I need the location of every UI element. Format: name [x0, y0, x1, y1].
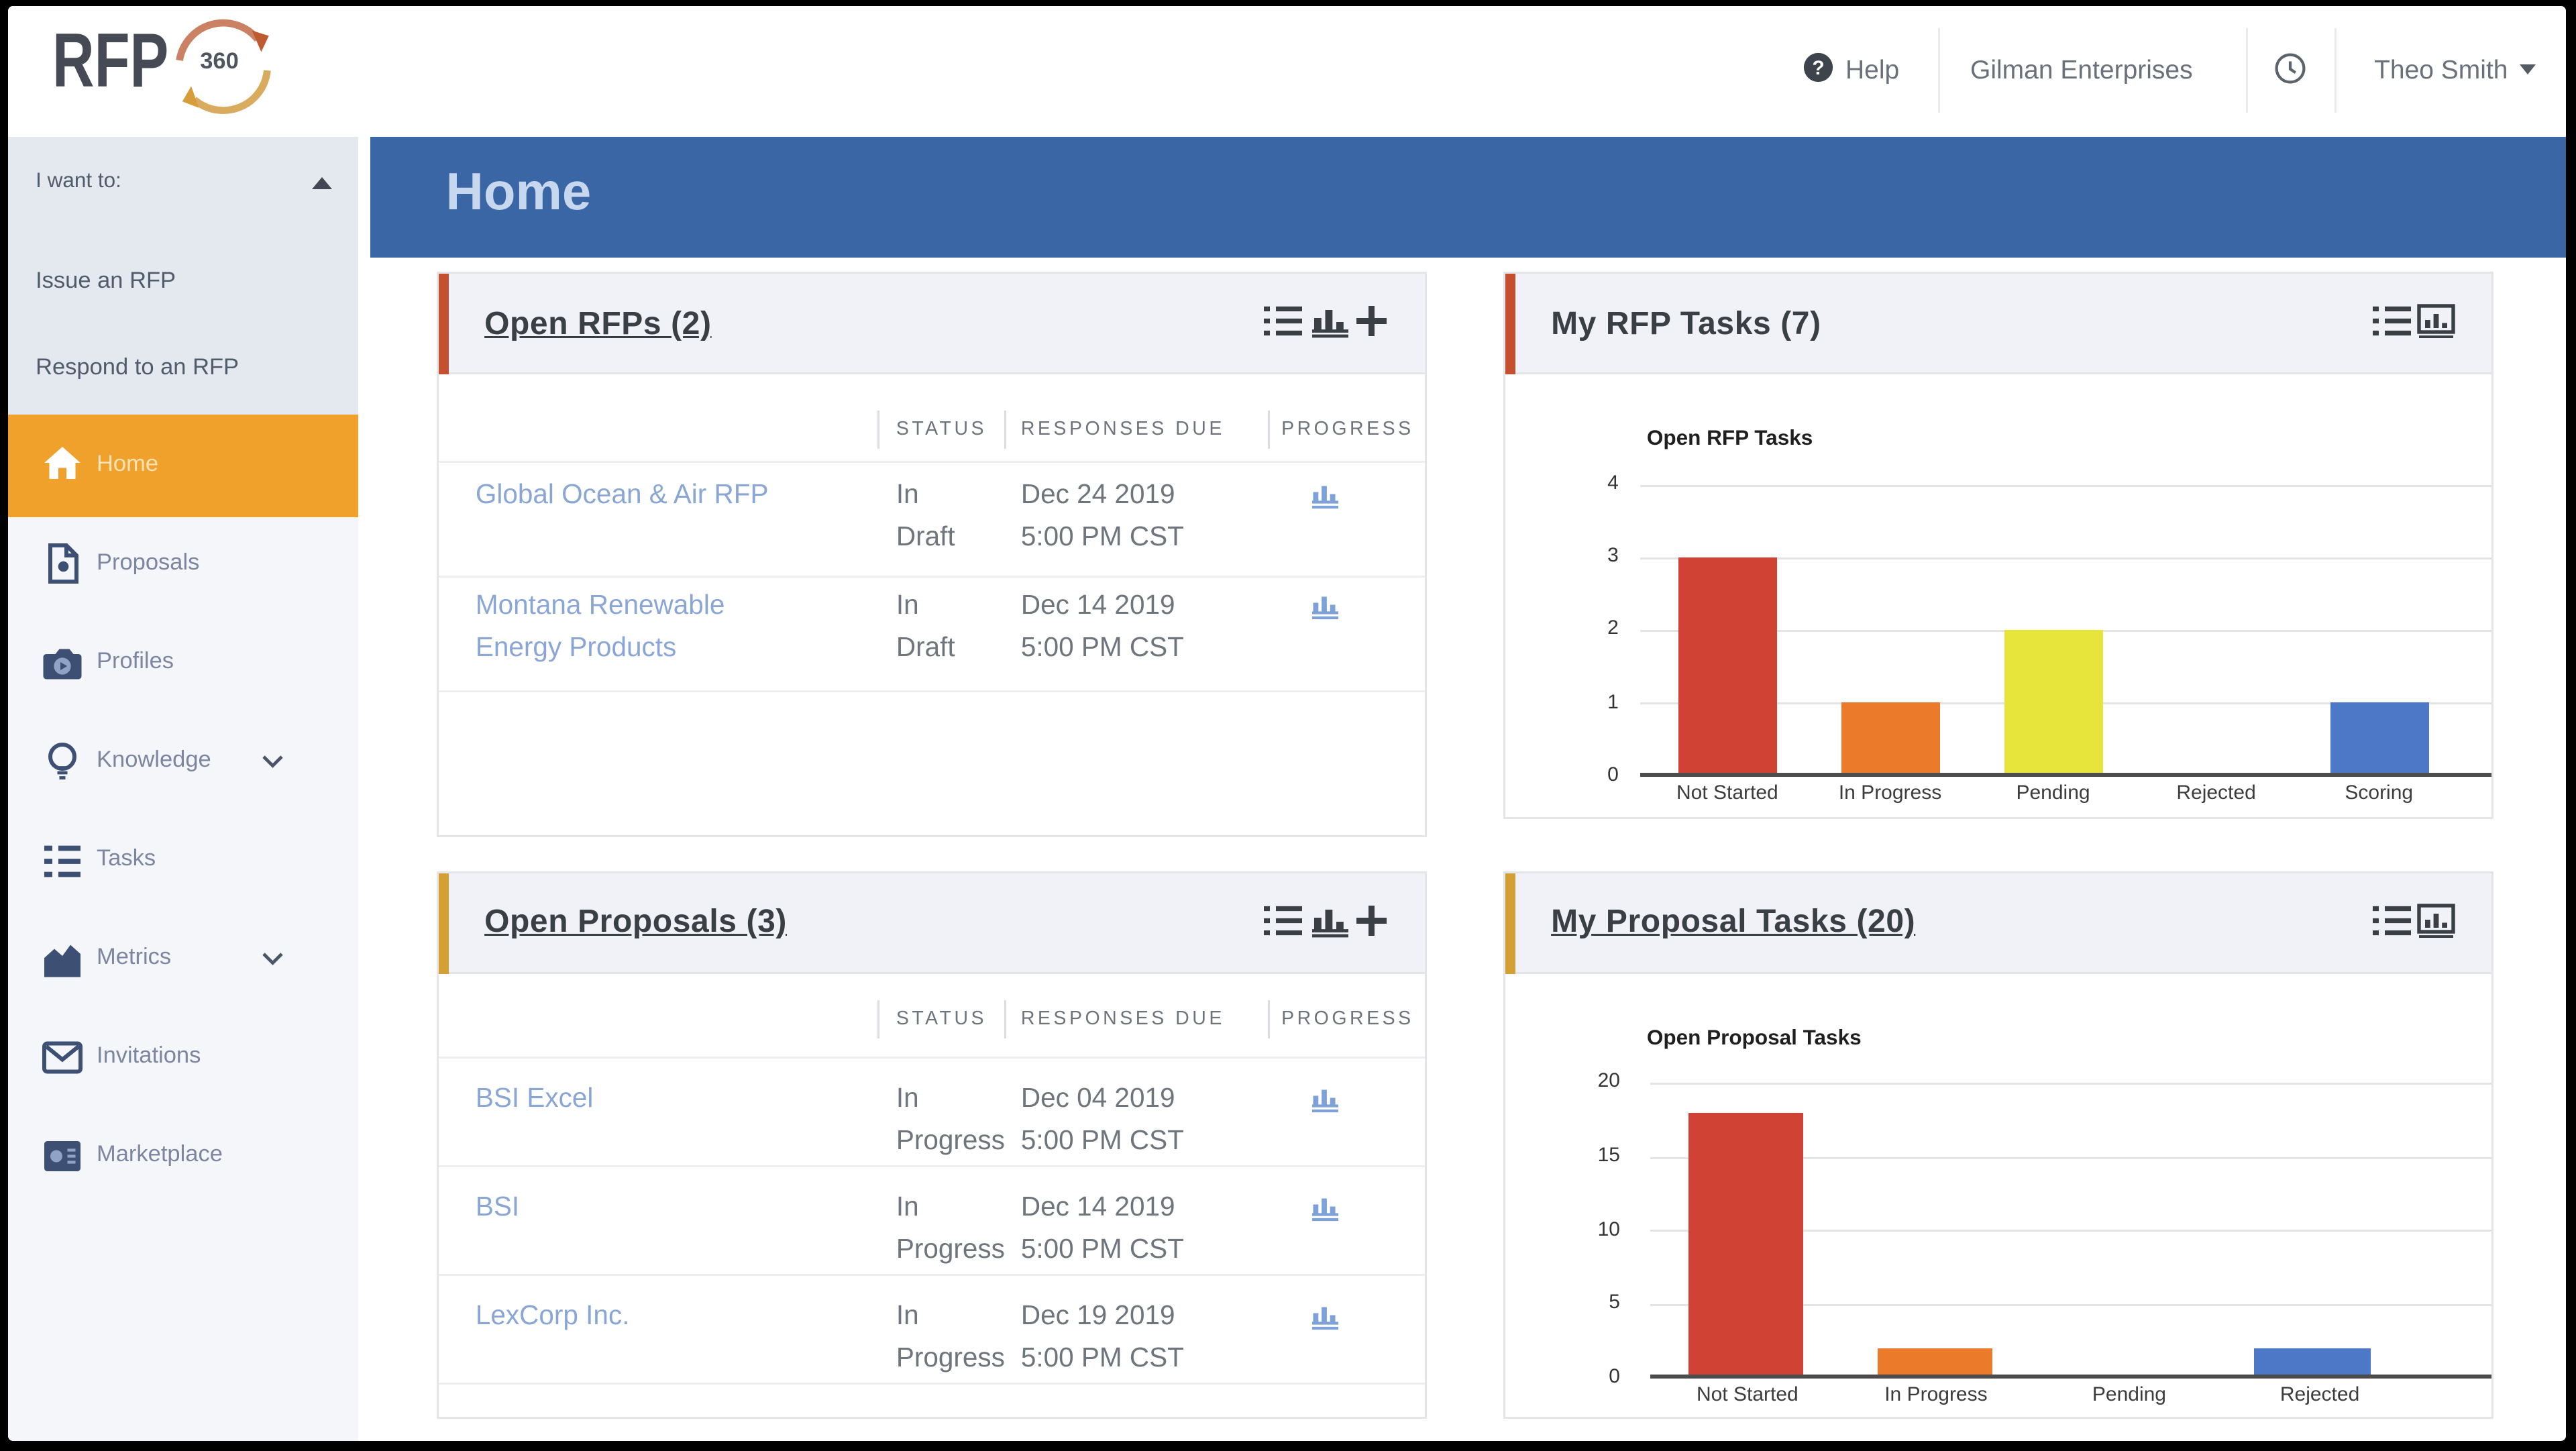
svg-text:?: ?: [1811, 58, 1823, 80]
svg-text:360: 360: [201, 49, 239, 74]
